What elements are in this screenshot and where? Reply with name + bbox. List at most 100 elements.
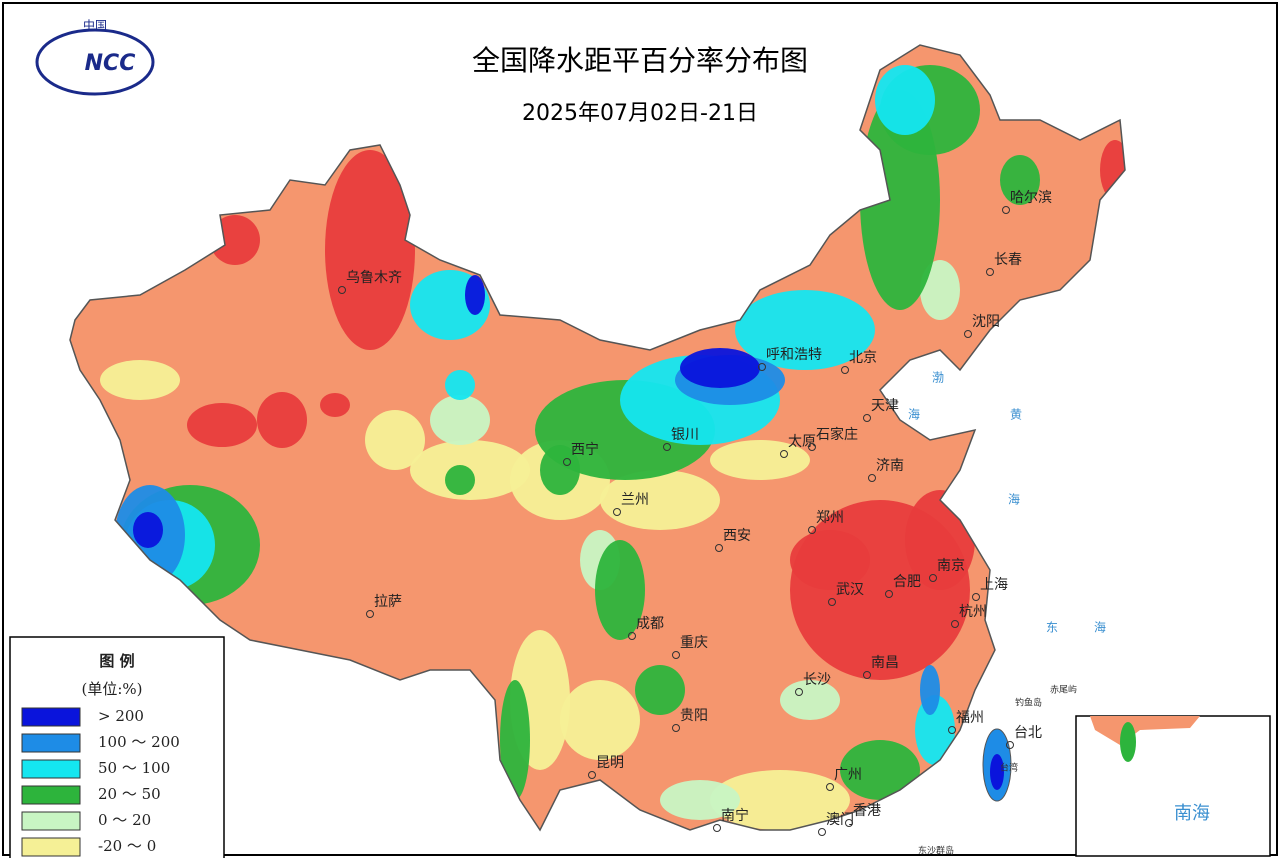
- anomaly-region: [660, 780, 740, 820]
- legend-label: 100 ～ 200: [98, 733, 180, 751]
- city-marker: [663, 443, 671, 451]
- legend-label: 50 ～ 100: [98, 759, 170, 777]
- anomaly-region: [920, 260, 960, 320]
- city-marker: [795, 688, 803, 696]
- city-label: 台北: [1014, 725, 1042, 741]
- city-marker: [964, 330, 972, 338]
- city-marker: [713, 824, 721, 832]
- logo: 中国 NCC: [35, 18, 155, 96]
- city-label: 西安: [723, 528, 751, 544]
- city-label: 哈尔滨: [1010, 190, 1052, 206]
- legend-title: 图 例: [99, 652, 134, 670]
- city-label: 武汉: [836, 582, 864, 598]
- anomaly-region: [595, 540, 645, 640]
- city-marker: [563, 458, 571, 466]
- legend-swatch: [21, 837, 81, 857]
- inset-label: 南海: [1174, 803, 1210, 824]
- logo-text: NCC: [85, 51, 136, 76]
- anomaly-region: [100, 360, 180, 400]
- anomaly-region: [915, 695, 955, 765]
- island-label: 东沙群岛: [918, 845, 954, 857]
- sea-label: 海: [1094, 620, 1106, 635]
- city-label: 石家庄: [816, 426, 858, 443]
- city-label: 广州: [834, 767, 862, 783]
- city-marker: [818, 828, 826, 836]
- sea-label: 海: [1008, 492, 1020, 507]
- city-label: 福州: [956, 710, 984, 726]
- city-label: 上海: [980, 577, 1008, 593]
- anomaly-region: [445, 370, 475, 400]
- anomaly-region: [680, 348, 760, 388]
- anomaly-region: [1000, 155, 1040, 205]
- legend-label: -20 ～ 0: [98, 837, 156, 855]
- city-label: 拉萨: [374, 594, 402, 610]
- city-label: 澳门: [826, 812, 854, 828]
- sea-label: 海: [908, 407, 920, 422]
- title: 全国降水距平百分率分布图: [472, 44, 808, 77]
- anomaly-region: [540, 445, 580, 495]
- city-label: 南昌: [871, 655, 899, 671]
- city-marker: [672, 651, 680, 659]
- legend-label: > 200: [98, 707, 144, 725]
- anomaly-region: [635, 665, 685, 715]
- city-marker: [885, 590, 893, 598]
- city-marker: [338, 286, 346, 294]
- city-label: 成都: [636, 616, 664, 632]
- sea-label: 渤: [932, 371, 944, 385]
- subtitle: 2025年07月02日-21日: [522, 101, 758, 126]
- city-marker: [863, 671, 871, 679]
- city-marker: [672, 724, 680, 732]
- city-marker: [948, 726, 956, 734]
- city-label: 南京: [937, 558, 965, 574]
- anomaly-region: [187, 403, 257, 447]
- city-marker: [613, 508, 621, 516]
- anomaly-region: [365, 410, 425, 470]
- anomaly-region: [875, 65, 935, 135]
- anomaly-region: [790, 530, 870, 590]
- anomaly-region: [500, 680, 530, 800]
- city-marker: [588, 771, 596, 779]
- anomaly-region: [710, 770, 850, 830]
- anomaly-region: [320, 393, 350, 417]
- legend-swatch: [21, 733, 81, 753]
- city-marker: [845, 819, 853, 827]
- taiwan-core: [990, 754, 1004, 790]
- anomaly-region: [920, 665, 940, 715]
- legend-swatch: [21, 759, 81, 779]
- anomaly-region: [133, 512, 163, 548]
- anomaly-region: [840, 740, 920, 800]
- city-marker: [863, 414, 871, 422]
- city-label: 呼和浩特: [766, 347, 822, 363]
- city-marker: [366, 610, 374, 618]
- anomaly-region: [445, 465, 475, 495]
- legend-swatch: [21, 707, 81, 727]
- city-marker: [758, 363, 766, 371]
- inset: 南海: [1075, 715, 1271, 857]
- city-label: 长沙: [803, 672, 831, 688]
- city-label: 天津: [871, 398, 899, 414]
- anomaly-region: [257, 392, 307, 448]
- city-marker: [715, 544, 723, 552]
- legend-label: 0 ～ 20: [98, 811, 151, 829]
- anomaly-region: [430, 395, 490, 445]
- anomaly-region: [465, 275, 485, 315]
- city-label: 南宁: [721, 807, 749, 824]
- anomaly-region: [210, 215, 260, 265]
- city-marker: [841, 366, 849, 374]
- anomaly-region: [780, 680, 840, 720]
- city-label: 贵阳: [680, 708, 708, 724]
- legend: 图 例 (单位:%) > 200 100 ～ 200 50 ～ 100 20 ～ 50…: [9, 636, 225, 858]
- city-label: 兰州: [621, 492, 649, 508]
- island-label: 钓鱼岛: [1015, 697, 1042, 709]
- city-label: 重庆: [680, 635, 708, 651]
- city-marker: [808, 443, 816, 451]
- city-label: 杭州: [959, 604, 987, 620]
- city-label: 长春: [994, 252, 1022, 268]
- city-marker: [986, 268, 994, 276]
- anomaly-region: [560, 680, 640, 760]
- city-marker: [808, 526, 816, 534]
- sea-label: 黄: [1010, 408, 1022, 422]
